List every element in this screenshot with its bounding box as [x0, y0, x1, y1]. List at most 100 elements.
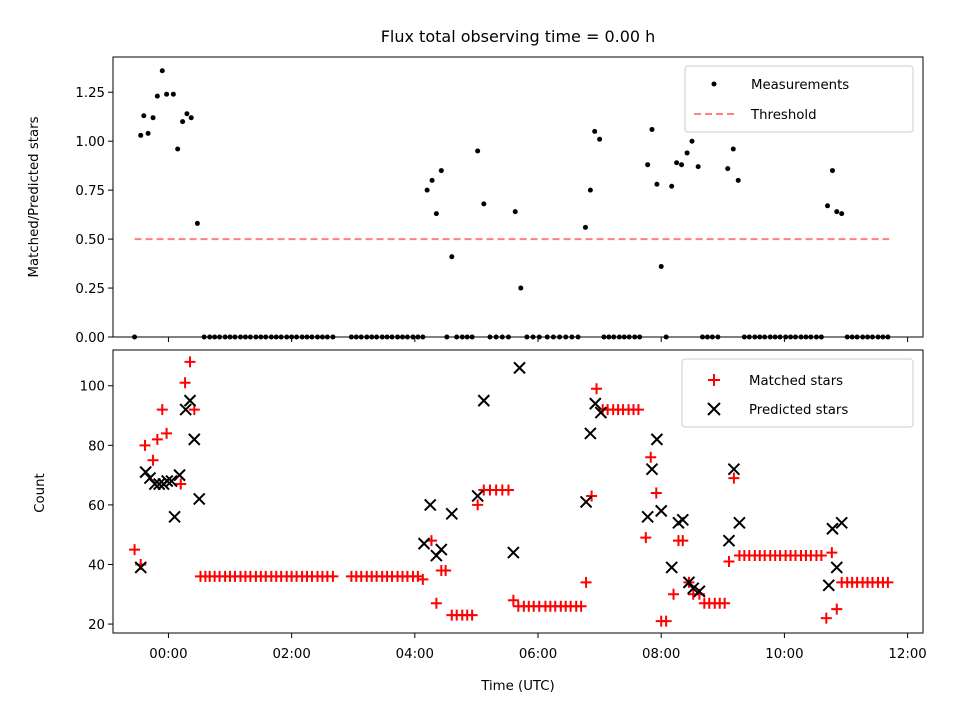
matched-star-point: [831, 603, 843, 615]
legend-measurements-marker: [711, 81, 717, 87]
measurement-point: [839, 211, 845, 217]
matched-star-point: [417, 573, 429, 585]
matched-star-point: [161, 427, 173, 439]
predicted-star-point: [173, 468, 186, 482]
predicted-star-point: [417, 537, 431, 550]
matched-star-point: [472, 499, 484, 511]
matched-star-point: [147, 454, 159, 466]
predicted-star-point: [160, 474, 174, 488]
matched-star-point: [719, 597, 731, 609]
predicted-star-point: [733, 516, 746, 529]
predicted-star-point: [645, 462, 659, 476]
measurement-point: [194, 220, 200, 226]
bottom-y-tick-label: 20: [88, 618, 105, 633]
x-tick-label: 08:00: [642, 647, 680, 662]
measurement-point: [725, 166, 731, 172]
matched-star-point: [156, 404, 168, 416]
matched-star-point: [591, 383, 603, 395]
measurement-point: [518, 285, 524, 291]
predicted-star-point: [513, 361, 526, 375]
measurement-point: [475, 148, 481, 154]
measurement-point: [829, 168, 835, 174]
bottom-legend: Matched stars Predicted stars: [681, 358, 914, 428]
matched-star-point: [466, 609, 478, 621]
measurement-point: [159, 68, 165, 74]
matched-star-point: [650, 487, 662, 499]
panel-ratio: Flux total observing time = 0.00 h Match…: [27, 27, 924, 346]
x-tick-label: 06:00: [519, 647, 557, 662]
measurement-point: [433, 211, 439, 217]
measurement-point: [587, 187, 593, 193]
measurement-point: [424, 187, 430, 193]
matched-star-point: [151, 433, 163, 445]
legend-predicted-marker: [707, 402, 721, 416]
x-tick-label: 10:00: [765, 647, 803, 662]
measurement-point: [684, 150, 690, 156]
matched-star-point: [677, 535, 689, 547]
matched-star-point: [820, 612, 832, 624]
matched-star-point: [129, 544, 141, 556]
measurement-point: [449, 254, 455, 260]
predicted-star-point: [650, 433, 664, 446]
predicted-star-point: [139, 465, 152, 479]
measurement-point: [145, 130, 151, 136]
predicted-star-point: [424, 498, 437, 512]
predicted-star-point: [826, 522, 839, 535]
x-tick-label: 02:00: [272, 647, 310, 662]
predicted-star-point: [168, 510, 181, 524]
matched-star-point: [440, 564, 452, 576]
matched-star-point: [575, 600, 587, 612]
legend-measurements-label: Measurements: [751, 78, 849, 93]
chart-title: Flux total observing time = 0.00 h: [381, 27, 656, 46]
predicted-star-point: [830, 561, 843, 574]
matched-star-point: [507, 594, 519, 606]
predicted-star-point: [579, 495, 593, 509]
top-y-tick-label: 1.25: [75, 86, 105, 101]
matched-star-point: [580, 576, 592, 588]
predicted-star-point: [584, 427, 597, 440]
top-axes-frame: [112, 56, 924, 338]
predicted-star-point: [183, 394, 197, 407]
x-tick-label: 00:00: [149, 647, 187, 662]
measurement-point: [512, 209, 518, 215]
predicted-star-point: [445, 507, 458, 521]
predicted-star-point: [152, 477, 166, 491]
measurement-point: [170, 91, 176, 97]
matched-star-point: [815, 550, 827, 562]
measurement-point: [582, 224, 588, 230]
matched-star-point: [728, 472, 740, 484]
measurement-point: [138, 132, 144, 138]
top-y-tick-label: 0.25: [75, 282, 105, 297]
predicted-star-point: [835, 516, 848, 529]
bottom-axes-frame: [112, 349, 924, 634]
measurement-point: [164, 91, 170, 97]
top-legend-box: [684, 65, 914, 133]
top-y-tick-label: 0.00: [75, 331, 105, 346]
measurement-point: [689, 138, 695, 144]
matched-star-point: [632, 404, 644, 416]
predicted-star-point: [435, 543, 448, 556]
measurement-point: [429, 177, 435, 183]
x-tick-label: 12:00: [888, 647, 926, 662]
measurement-point: [481, 201, 487, 207]
measurement-point: [592, 128, 598, 134]
legend-matched-label: Matched stars: [749, 374, 843, 389]
measurement-point: [654, 181, 660, 187]
predicted-star-point: [589, 397, 602, 410]
matched-star-point: [327, 570, 339, 582]
predicted-star-point: [193, 492, 206, 506]
measurement-point: [180, 119, 186, 125]
measurement-point: [184, 111, 190, 117]
measurement-point: [669, 183, 675, 189]
predicted-star-point: [471, 489, 484, 503]
matched-star-point: [660, 615, 672, 627]
measurement-point: [150, 115, 156, 121]
matched-star-point: [430, 597, 442, 609]
measurement-point: [438, 168, 444, 174]
predicted-star-point: [594, 406, 608, 419]
top-y-tick-label: 1.00: [75, 135, 105, 150]
predicted-star-point: [188, 433, 201, 446]
predicted-star-point: [641, 510, 654, 524]
measurement-point: [834, 209, 840, 215]
